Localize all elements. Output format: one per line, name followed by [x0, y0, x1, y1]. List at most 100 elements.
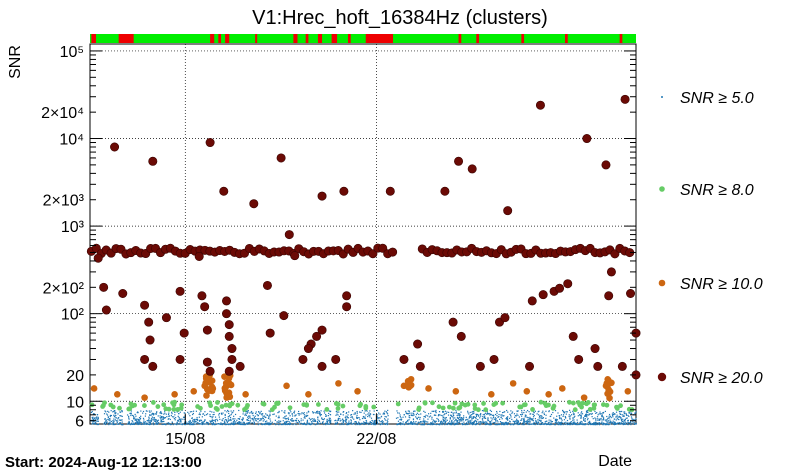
point-snr5: [609, 423, 612, 425]
point-snr5: [211, 420, 213, 423]
point-snr5: [492, 422, 494, 424]
point-snr5: [138, 416, 141, 419]
point-snr20: [284, 230, 294, 240]
segments-bar: [90, 34, 636, 43]
point-snr5: [184, 412, 186, 414]
point-snr5: [422, 423, 425, 426]
point-snr5: [612, 414, 614, 417]
point-snr5: [385, 423, 388, 425]
point-snr5: [601, 421, 603, 423]
point-snr5: [514, 421, 516, 423]
point-snr5: [116, 423, 118, 425]
point-snr5: [260, 418, 263, 420]
point-snr8: [614, 404, 619, 410]
point-snr20: [202, 357, 212, 367]
point-snr5: [624, 411, 626, 413]
point-snr5: [323, 418, 326, 420]
point-snr5: [117, 418, 119, 420]
point-snr5: [320, 414, 323, 416]
point-snr5: [405, 421, 407, 424]
point-snr5: [180, 421, 182, 423]
point-snr5: [326, 420, 328, 422]
point-snr5: [492, 417, 494, 419]
point-snr5: [108, 411, 110, 413]
point-snr5: [424, 421, 426, 423]
point-snr5: [541, 422, 544, 424]
point-snr5: [286, 421, 288, 424]
point-snr20: [489, 354, 499, 364]
point-snr5: [258, 423, 260, 425]
point-snr5: [606, 415, 608, 418]
point-snr5: [336, 422, 339, 424]
point-snr5: [586, 416, 588, 418]
point-snr5: [317, 422, 319, 424]
point-snr5: [414, 410, 416, 412]
point-snr5: [306, 412, 308, 414]
point-snr5: [137, 423, 139, 426]
point-snr5: [260, 413, 263, 415]
point-snr5: [451, 422, 453, 424]
point-snr5: [604, 410, 606, 413]
point-snr5: [442, 420, 444, 422]
point-snr5: [625, 414, 628, 416]
point-snr5: [282, 423, 284, 426]
point-snr5: [427, 423, 429, 426]
point-snr20: [535, 100, 545, 110]
point-snr5: [204, 419, 206, 421]
point-snr5: [146, 422, 148, 424]
point-snr5: [572, 410, 574, 412]
point-snr8: [324, 407, 330, 412]
data-marks: [86, 94, 641, 426]
point-snr5: [401, 418, 403, 420]
point-snr5: [240, 421, 242, 423]
point-snr5: [473, 423, 476, 425]
point-snr20: [265, 328, 275, 338]
point-snr5: [174, 411, 176, 414]
point-snr5: [490, 423, 492, 426]
segment-off: [118, 34, 134, 43]
point-snr5: [260, 410, 262, 412]
point-snr5: [592, 423, 594, 425]
point-snr5: [128, 417, 130, 419]
point-snr5: [621, 414, 623, 416]
point-snr5: [335, 423, 337, 425]
point-snr5: [295, 414, 297, 416]
point-snr5: [213, 423, 216, 426]
point-snr5: [156, 420, 158, 422]
point-snr10: [171, 391, 178, 398]
point-snr5: [216, 420, 219, 422]
point-snr5: [233, 423, 235, 425]
point-snr5: [243, 421, 245, 423]
point-snr5: [196, 418, 198, 421]
point-snr5: [95, 417, 97, 419]
point-snr5: [293, 423, 296, 425]
point-snr5: [555, 419, 558, 422]
point-snr5: [151, 418, 153, 421]
point-snr5: [189, 421, 191, 423]
point-snr8: [126, 406, 132, 412]
point-snr5: [473, 420, 476, 423]
point-snr5: [568, 409, 571, 411]
point-snr5: [149, 419, 151, 422]
point-snr5: [109, 415, 111, 418]
point-snr8: [215, 400, 220, 405]
point-snr5: [457, 414, 459, 416]
point-snr5: [176, 421, 178, 423]
point-snr5: [452, 418, 454, 420]
point-snr20: [563, 279, 573, 289]
point-snr5: [269, 422, 271, 424]
point-snr5: [624, 423, 626, 425]
point-snr5: [585, 415, 587, 417]
point-snr5: [446, 419, 448, 421]
point-snr5: [363, 422, 366, 424]
point-snr5: [358, 417, 360, 419]
point-snr5: [387, 423, 389, 425]
point-snr5: [140, 410, 142, 412]
point-snr5: [130, 423, 132, 425]
point-snr5: [290, 423, 292, 425]
point-snr5: [538, 421, 540, 423]
point-snr5: [599, 418, 601, 420]
point-snr5: [330, 422, 332, 424]
point-snr5: [540, 417, 542, 419]
point-snr5: [209, 410, 211, 412]
